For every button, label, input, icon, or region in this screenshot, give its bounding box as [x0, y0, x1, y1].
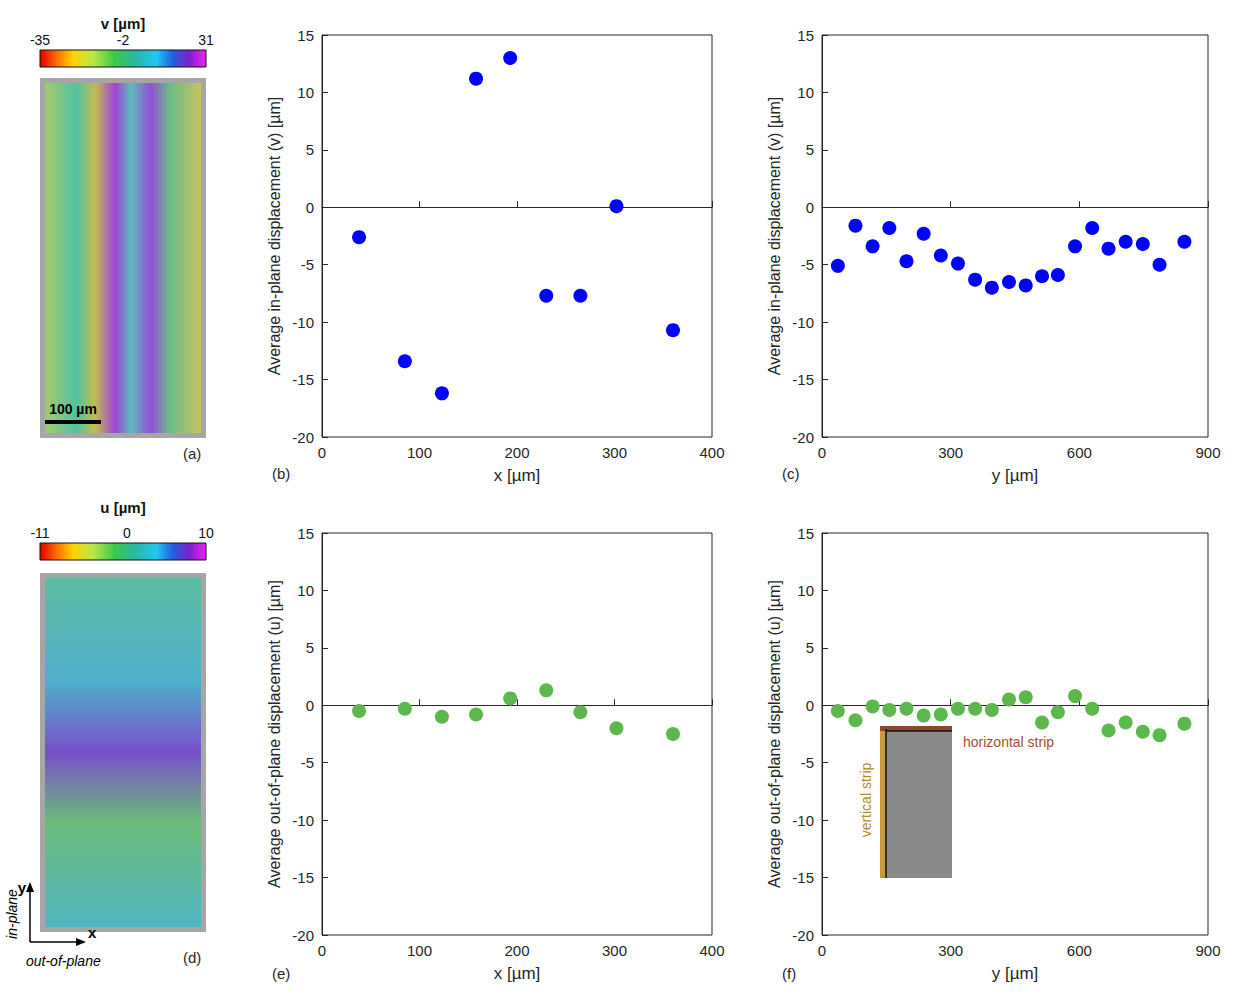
svg-text:5: 5 — [306, 639, 314, 656]
svg-text:-5: -5 — [801, 256, 814, 273]
svg-text:0: 0 — [123, 525, 131, 541]
svg-text:vertical strip: vertical strip — [858, 762, 874, 837]
svg-text:5: 5 — [306, 141, 314, 158]
svg-text:-10: -10 — [792, 314, 814, 331]
svg-text:y [µm]: y [µm] — [992, 964, 1039, 983]
svg-text:400: 400 — [699, 444, 724, 461]
svg-text:(d): (d) — [183, 949, 201, 966]
svg-text:in-plane: in-plane — [4, 889, 20, 939]
svg-text:y [µm]: y [µm] — [992, 466, 1039, 485]
svg-text:10: 10 — [297, 582, 314, 599]
svg-text:-5: -5 — [301, 754, 314, 771]
svg-text:0: 0 — [818, 942, 826, 959]
svg-text:15: 15 — [297, 525, 314, 542]
svg-text:-20: -20 — [292, 927, 314, 944]
svg-text:x: x — [88, 924, 97, 941]
svg-text:200: 200 — [504, 444, 529, 461]
svg-text:900: 900 — [1195, 942, 1220, 959]
svg-text:100: 100 — [407, 942, 432, 959]
svg-text:0: 0 — [306, 199, 314, 216]
svg-text:x [µm]: x [µm] — [494, 466, 541, 485]
svg-text:-20: -20 — [792, 927, 814, 944]
svg-text:Average out-of-plane displacem: Average out-of-plane displacement (u) [µ… — [766, 580, 783, 888]
svg-text:10: 10 — [297, 84, 314, 101]
svg-text:-15: -15 — [792, 869, 814, 886]
svg-text:(e): (e) — [272, 965, 290, 982]
svg-text:5: 5 — [806, 639, 814, 656]
svg-text:31: 31 — [198, 32, 214, 48]
svg-text:Average out-of-plane displacem: Average out-of-plane displacement (u) [µ… — [266, 580, 283, 888]
svg-text:-15: -15 — [792, 371, 814, 388]
svg-text:900: 900 — [1195, 444, 1220, 461]
svg-text:out-of-plane: out-of-plane — [26, 953, 101, 969]
svg-text:200: 200 — [504, 942, 529, 959]
svg-text:x [µm]: x [µm] — [494, 964, 541, 983]
svg-text:-35: -35 — [30, 32, 50, 48]
svg-text:y: y — [17, 879, 26, 896]
svg-text:15: 15 — [797, 27, 814, 44]
svg-text:10: 10 — [797, 582, 814, 599]
svg-text:u [µm]: u [µm] — [100, 499, 145, 516]
svg-text:0: 0 — [806, 199, 814, 216]
svg-text:-5: -5 — [801, 754, 814, 771]
svg-text:0: 0 — [306, 697, 314, 714]
svg-text:(a): (a) — [183, 445, 201, 462]
svg-text:400: 400 — [699, 942, 724, 959]
svg-text:(f): (f) — [782, 965, 796, 982]
svg-text:(c): (c) — [782, 465, 800, 482]
svg-text:600: 600 — [1067, 444, 1092, 461]
svg-text:5: 5 — [806, 141, 814, 158]
svg-text:-10: -10 — [292, 314, 314, 331]
svg-text:horizontal strip: horizontal strip — [963, 734, 1054, 750]
svg-text:0: 0 — [318, 942, 326, 959]
svg-text:-5: -5 — [301, 256, 314, 273]
svg-text:300: 300 — [938, 942, 963, 959]
svg-text:0: 0 — [318, 444, 326, 461]
svg-text:10: 10 — [198, 525, 214, 541]
svg-text:-20: -20 — [792, 429, 814, 446]
svg-text:Average in-plane displacement: Average in-plane displacement (v) [µm] — [266, 97, 283, 375]
svg-text:-10: -10 — [292, 812, 314, 829]
svg-text:0: 0 — [818, 444, 826, 461]
svg-text:600: 600 — [1067, 942, 1092, 959]
svg-text:v [µm]: v [µm] — [101, 15, 145, 32]
svg-text:-15: -15 — [292, 371, 314, 388]
svg-text:0: 0 — [806, 697, 814, 714]
svg-text:Average in-plane displacement: Average in-plane displacement (v) [µm] — [766, 97, 783, 375]
svg-text:15: 15 — [797, 525, 814, 542]
svg-text:100 µm: 100 µm — [49, 401, 97, 417]
svg-text:-11: -11 — [30, 525, 49, 541]
svg-text:-2: -2 — [117, 32, 130, 48]
svg-text:100: 100 — [407, 444, 432, 461]
svg-text:300: 300 — [602, 444, 627, 461]
svg-text:(b): (b) — [272, 465, 290, 482]
svg-text:-15: -15 — [292, 869, 314, 886]
svg-text:-20: -20 — [292, 429, 314, 446]
svg-text:15: 15 — [297, 27, 314, 44]
svg-text:300: 300 — [602, 942, 627, 959]
svg-text:300: 300 — [938, 444, 963, 461]
svg-text:10: 10 — [797, 84, 814, 101]
svg-text:-10: -10 — [792, 812, 814, 829]
